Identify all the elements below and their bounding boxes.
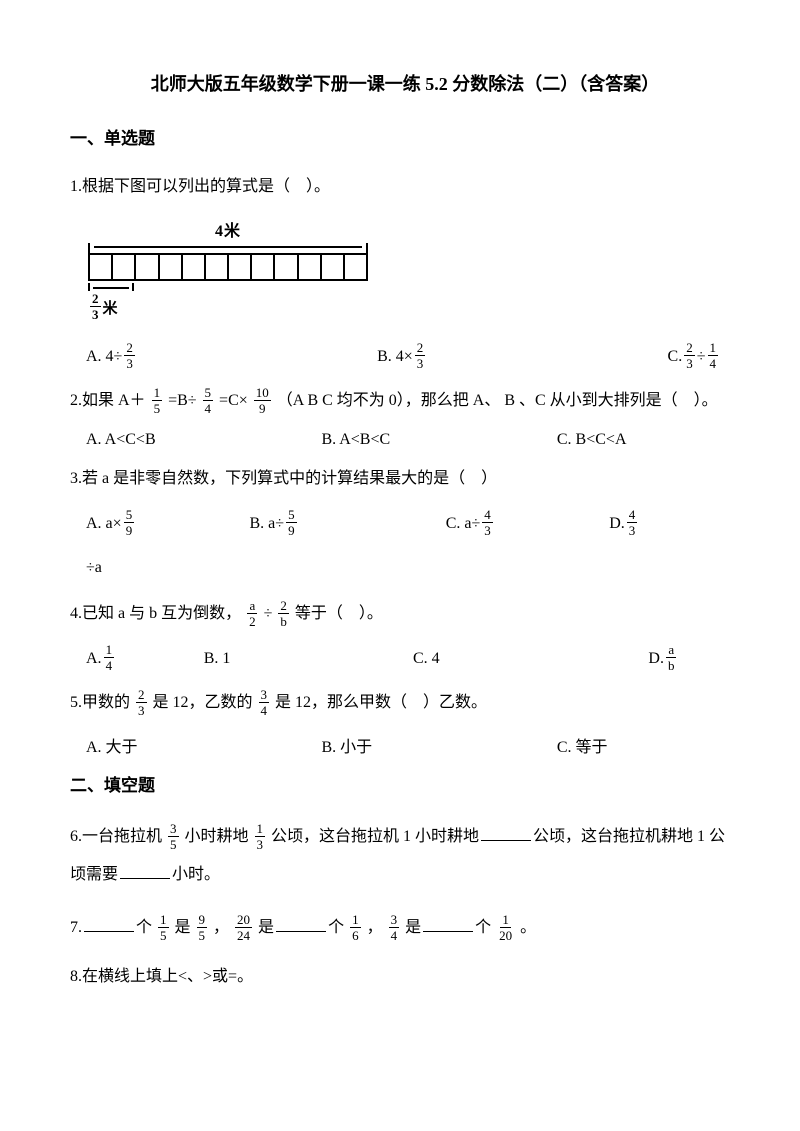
q4-stem: 4.已知 a 与 b 互为倒数， a2 ÷ 2b 等于（ ）。 (70, 598, 740, 630)
q1-opt-c: C.23 ÷ 14 (668, 342, 720, 371)
q1-stem: 1.根据下图可以列出的算式是（ ）。 (70, 171, 740, 203)
bracket-top (88, 243, 368, 253)
q2-opt-c: C. B<C<A (557, 431, 740, 449)
q1-diagram: 4米 23米 (88, 217, 368, 322)
q6: 6.一台拖拉机 35 小时耕地 13 公顷，这台拖拉机 1 小时耕地公顷，这台拖… (70, 818, 740, 895)
q4-opt-a: A. 14 (86, 644, 204, 673)
q4-opt-b: B. 1 (204, 650, 413, 668)
q3-stem: 3.若 a 是非零自然数，下列算式中的计算结果最大的是（ ） (70, 463, 740, 495)
blank (481, 825, 531, 841)
q5-opt-c: C. 等于 (557, 733, 740, 757)
diagram-grid (88, 253, 368, 281)
q8: 8.在横线上填上<、>或=。 (70, 961, 740, 993)
blank (84, 916, 134, 932)
section-2-header: 二、填空题 (70, 771, 740, 796)
q3-tail: ÷a (70, 552, 740, 584)
blank (120, 863, 170, 879)
q3-opt-c: C. a÷ 43 (446, 509, 610, 538)
q1-options: A. 4÷ 23 B. 4× 23 C.23 ÷ 14 (70, 342, 740, 371)
q1-opt-a: A. 4÷ 23 (86, 342, 137, 371)
q7: 7.个 15 是 95 ， 2024 是个 16 ， 34 是个 120 。 (70, 909, 740, 947)
q4-opt-d: D. ab (648, 644, 740, 673)
q1-opt-b: B. 4× 23 (377, 342, 427, 371)
q5-opt-b: B. 小于 (321, 733, 556, 757)
q5-options: A. 大于 B. 小于 C. 等于 (70, 733, 740, 757)
page-title: 北师大版五年级数学下册一课一练 5.2 分数除法（二）（含答案） (70, 70, 740, 96)
q2-opt-a: A. A<C<B (86, 431, 321, 449)
blank (423, 916, 473, 932)
q3-opt-a: A. a× 59 (86, 509, 250, 538)
q4-options: A. 14 B. 1 C. 4 D. ab (70, 644, 740, 673)
q2-opt-b: B. A<B<C (321, 431, 556, 449)
q5-stem: 5.甲数的 23 是 12，乙数的 34 是 12，那么甲数（ ）乙数。 (70, 687, 740, 719)
q3-options: A. a× 59 B. a÷ 59 C. a÷ 43 D. 43 (70, 509, 740, 538)
blank (276, 916, 326, 932)
q2-stem: 2.如果 A＋ 15 =B÷ 54 =C× 109 （A B C 均不为 0），… (70, 385, 740, 417)
q4-opt-c: C. 4 (413, 650, 648, 668)
bracket-bottom (88, 283, 134, 291)
section-1-header: 一、单选题 (70, 124, 740, 149)
diagram-bot-label: 23米 (88, 293, 368, 322)
diagram-unit: 米 (103, 297, 118, 318)
q5-opt-a: A. 大于 (86, 733, 321, 757)
q3-opt-d: D. 43 (609, 509, 740, 538)
q3-opt-b: B. a÷ 59 (250, 509, 446, 538)
q2-options: A. A<C<B B. A<B<C C. B<C<A (70, 431, 740, 449)
diagram-top-label: 4米 (88, 217, 368, 241)
